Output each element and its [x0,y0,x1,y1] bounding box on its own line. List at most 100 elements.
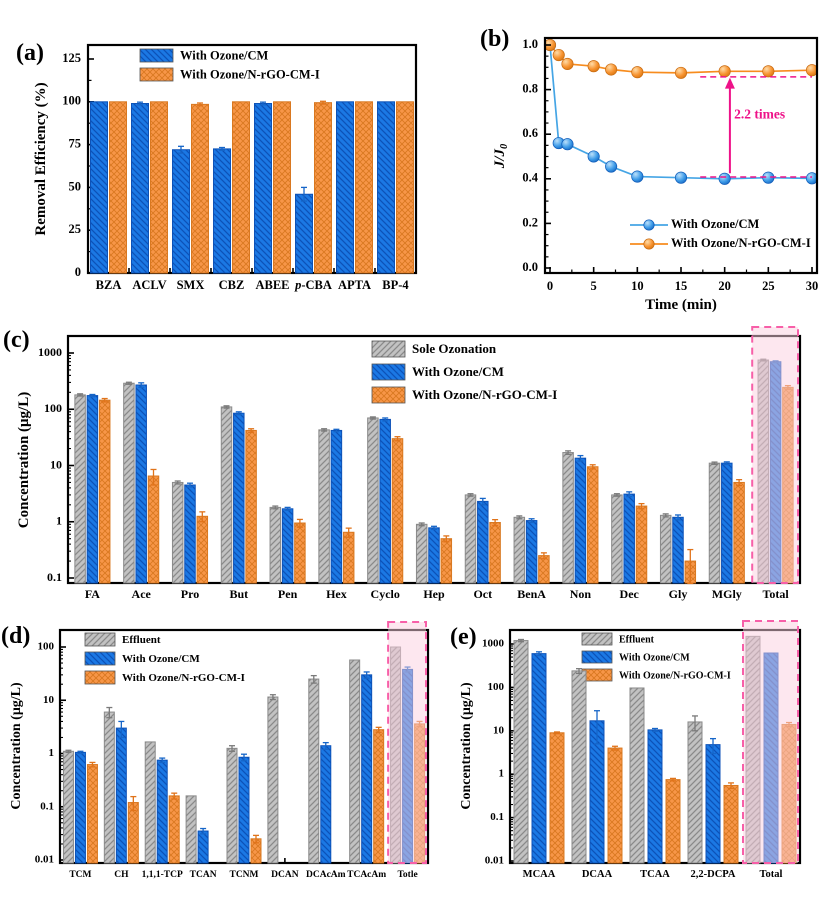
bar-ABEE-orange [273,101,291,274]
legend-swatch-gray [581,632,613,646]
svg-text:125: 125 [62,51,81,65]
svg-text:75: 75 [69,136,82,150]
bar-1,1,1-TCP-gray [144,741,156,864]
bar-Gly-blue [672,516,684,584]
bar-Ace-gray [123,382,135,584]
panel-e-highlight [742,620,799,864]
line-orange [549,44,813,74]
bar-MCAA-gray [513,640,529,864]
bar-TCAA-gray [629,687,645,864]
marker-orange [631,66,644,79]
svg-text:With Ozone/CM: With Ozone/CM [180,48,269,62]
svg-text:With Ozone/N-rGO-CM-I: With Ozone/N-rGO-CM-I [180,67,320,81]
panel-label-a: (a) [16,40,44,66]
svg-text:5: 5 [591,279,597,293]
svg-text:DCAA: DCAA [582,869,613,880]
svg-text:With Ozone/CM: With Ozone/CM [122,653,200,665]
bar-MGly-blue [721,462,733,584]
svg-text:SMX: SMX [177,278,205,292]
bar-TCAA-orange [665,779,681,864]
panel-b-annotation: 2.2 times [700,76,812,178]
bar-Dec-gray [611,494,623,584]
svg-text:Total: Total [762,587,789,601]
bar-MCAA-orange [549,732,565,864]
bar-TCM-orange [86,764,98,864]
bar-CH-orange [127,802,139,864]
legend-swatch-orange [84,670,116,685]
marker-orange [587,60,600,73]
svg-text:Totle: Totle [397,870,417,880]
marker-orange [718,65,731,78]
marker-blue [561,138,574,151]
svg-text:DCAcAm: DCAcAm [306,870,346,880]
svg-text:Gly: Gly [669,587,688,601]
bar-ACLV-orange [150,101,168,274]
svg-text:TCAN: TCAN [190,870,217,880]
bar-TCAA-blue [647,729,663,864]
svg-text:Effluent: Effluent [122,634,161,646]
bar-Oct-orange [489,521,501,584]
total-highlight-border [751,326,800,584]
svg-text:Concentration (μg/L): Concentration (μg/L) [459,682,474,810]
svg-text:1,1,1-TCP: 1,1,1-TCP [142,870,183,880]
svg-text:Concentration (μg/L): Concentration (μg/L) [9,682,24,810]
bar-TCAcAm-orange [373,729,385,864]
bar-CH-blue [115,727,127,864]
svg-text:25: 25 [69,222,82,236]
bar-Pen-orange [294,522,306,584]
panel-label-b: (b) [480,26,510,52]
bar-Pen-gray [269,506,282,584]
bar-FA-blue [86,395,99,584]
svg-text:0.01: 0.01 [485,855,504,867]
bar-Dec-blue [623,493,635,584]
svg-text:ABEE: ABEE [255,278,289,292]
svg-text:BP-4: BP-4 [382,278,409,292]
legend-swatch-gray [84,632,116,647]
total-highlight-fill [743,621,798,863]
panel-label-d: (d) [1,623,31,649]
bar-MGly-orange [733,481,745,584]
svg-text:10: 10 [50,457,62,471]
bar-Ace-orange [147,475,160,584]
bar-TCM-blue [74,751,86,864]
svg-text:0.8: 0.8 [522,81,538,95]
marker-blue [587,150,600,163]
bar-Pro-blue [184,484,196,584]
bar-Gly-gray [659,514,672,584]
svg-text:Oct: Oct [473,587,492,601]
bar-p-CBA-orange [314,102,332,274]
svg-text:1: 1 [56,514,62,528]
legend-swatch-blue [581,650,613,664]
bar-Hex-orange [342,531,355,584]
legend-swatch-blue [371,363,406,381]
bar-Pen-blue [281,508,294,584]
svg-text:With Ozone/N-rGO-CM-I: With Ozone/N-rGO-CM-I [122,672,245,684]
panel-label-e: (e) [450,624,477,650]
svg-text:0.4: 0.4 [522,171,538,185]
bar-TCNM-blue [238,756,250,864]
svg-text:0: 0 [547,279,553,293]
svg-text:25: 25 [762,279,775,293]
bar-Hep-gray [415,523,428,584]
bar-CH-gray [103,711,115,864]
bar-APTA-orange [355,101,373,274]
bar-Hex-gray [318,429,330,584]
bar-1,1,1-TCP-orange [168,795,180,864]
svg-text:Pen: Pen [278,587,298,601]
svg-text:10: 10 [493,724,505,736]
svg-text:Concentration (μg/L): Concentration (μg/L) [16,392,32,528]
svg-text:15: 15 [675,279,688,293]
svg-text:With Ozone/N-rGO-CM-I: With Ozone/N-rGO-CM-I [671,236,811,250]
svg-text:Ace: Ace [132,587,152,601]
bar-TCAN-gray [185,795,197,864]
svg-text:Hep: Hep [423,587,445,601]
bar-BenA-blue [525,520,538,584]
svg-text:J/J0: J/J0 [492,143,510,169]
svg-text:20: 20 [718,279,731,293]
svg-text:With Ozone/N-rGO-CM-I: With Ozone/N-rGO-CM-I [412,387,557,402]
bar-ABEE-blue [254,103,272,274]
bar-Pro-gray [171,481,184,584]
marker-blue [631,170,644,183]
panel-b-legend: With Ozone/CM With Ozone/N-rGO-CM-I [630,217,811,250]
